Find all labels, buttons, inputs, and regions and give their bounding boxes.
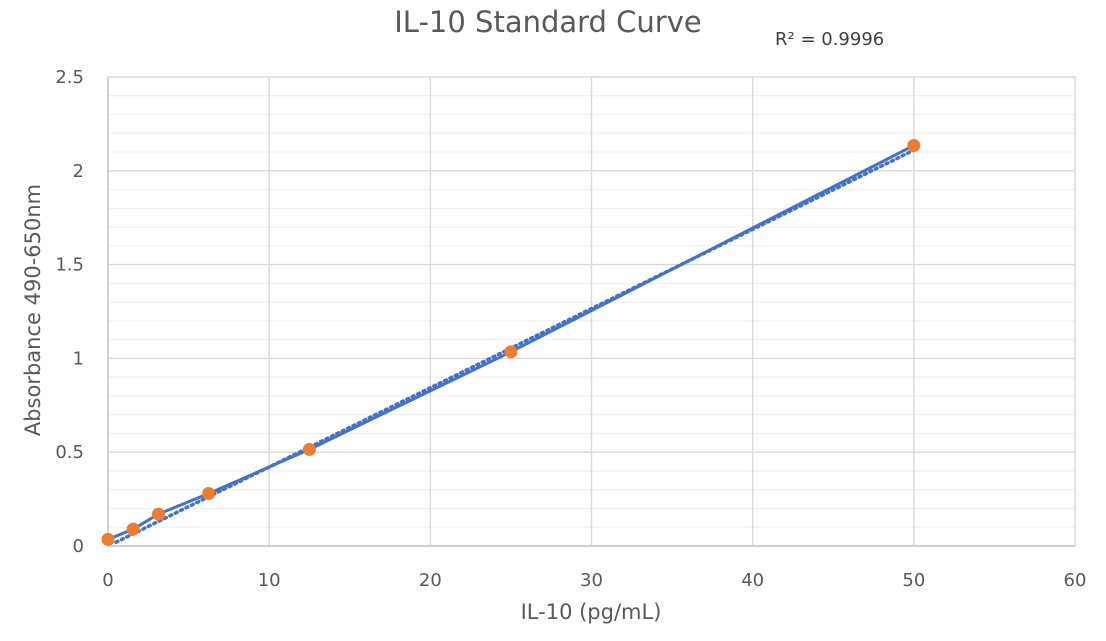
x-tick-label: 30 bbox=[580, 570, 603, 591]
r-squared-label: R² = 0.9996 bbox=[775, 29, 884, 50]
y-axis-label: Absorbance 490-650nm bbox=[21, 184, 45, 436]
x-tick-label: 10 bbox=[258, 570, 281, 591]
data-point bbox=[907, 138, 921, 152]
chart-title: IL-10 Standard Curve bbox=[394, 5, 702, 39]
y-tick-label: 2 bbox=[73, 161, 84, 182]
trendline-dotted bbox=[114, 148, 916, 544]
x-tick-label: 20 bbox=[419, 570, 442, 591]
data-point bbox=[302, 442, 316, 456]
tick-labels: 0 0.5 1 1.5 2 2.5 0 10 20 30 40 50 60 bbox=[55, 67, 1086, 591]
x-tick-label: 50 bbox=[902, 570, 925, 591]
axes bbox=[107, 77, 1075, 547]
series-line bbox=[107, 144, 915, 541]
x-tick-label: 60 bbox=[1064, 570, 1087, 591]
data-point bbox=[504, 345, 518, 359]
data-series bbox=[101, 138, 921, 546]
data-point bbox=[202, 486, 216, 500]
y-tick-label: 0 bbox=[73, 536, 84, 557]
data-point bbox=[151, 507, 165, 521]
gridlines bbox=[108, 76, 1076, 547]
data-point bbox=[101, 532, 115, 546]
y-tick-label: 2.5 bbox=[55, 67, 84, 88]
x-axis-label: IL-10 (pg/mL) bbox=[521, 600, 662, 624]
x-tick-label: 0 bbox=[102, 570, 113, 591]
y-tick-label: 0.5 bbox=[55, 442, 84, 463]
x-tick-label: 40 bbox=[741, 570, 764, 591]
data-point bbox=[126, 522, 140, 536]
y-tick-label: 1.5 bbox=[55, 255, 84, 276]
y-tick-label: 1 bbox=[73, 348, 84, 369]
